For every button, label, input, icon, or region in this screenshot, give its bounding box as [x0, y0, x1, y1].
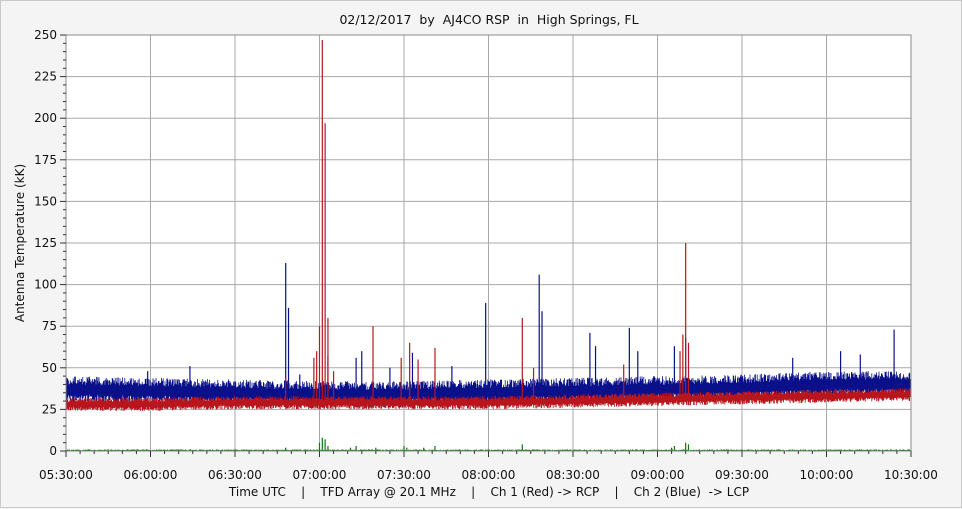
y-tick-label: 0 [49, 444, 57, 458]
x-tick-label: 10:00:00 [800, 468, 854, 482]
y-tick-label: 75 [42, 319, 57, 333]
y-axis-ticks: 0 25 50 75 100 125 150 175 200 225 250 [34, 28, 66, 458]
x-tick-label: 07:30:00 [377, 468, 431, 482]
y-tick-label: 200 [34, 111, 57, 125]
x-tick-label: 07:00:00 [293, 468, 347, 482]
x-tick-label: 08:30:00 [546, 468, 600, 482]
x-tick-label: 06:00:00 [124, 468, 178, 482]
x-tick-label: 05:30:00 [39, 468, 93, 482]
y-tick-label: 125 [34, 236, 57, 250]
x-axis-ticks: 05:30:00 06:00:00 06:30:00 07:00:00 07:30:00… [39, 451, 938, 482]
y-tick-label: 175 [34, 153, 57, 167]
y-tick-label: 100 [34, 278, 57, 292]
x-tick-label: 10:30:00 [884, 468, 938, 482]
x-tick-label: 09:00:00 [631, 468, 685, 482]
y-axis-label: Antenna Temperature (kK) [13, 164, 27, 322]
series-layer [65, 39, 912, 451]
chart-title: 02/12/2017 by AJ4CO RSP in High Springs,… [339, 12, 638, 27]
x-tick-label: 06:30:00 [208, 468, 262, 482]
series-2 [65, 39, 912, 412]
y-tick-label: 25 [42, 402, 57, 416]
y-tick-label: 150 [34, 194, 57, 208]
x-tick-label: 08:00:00 [462, 468, 516, 482]
y-tick-label: 250 [34, 28, 57, 42]
series-1 [65, 262, 912, 408]
x-tick-label: 09:30:00 [715, 468, 769, 482]
x-axis-label: Time UTC | TFD Array @ 20.1 MHz | Ch 1 (… [228, 485, 749, 499]
y-tick-label: 225 [34, 70, 57, 84]
y-tick-label: 50 [42, 361, 57, 375]
